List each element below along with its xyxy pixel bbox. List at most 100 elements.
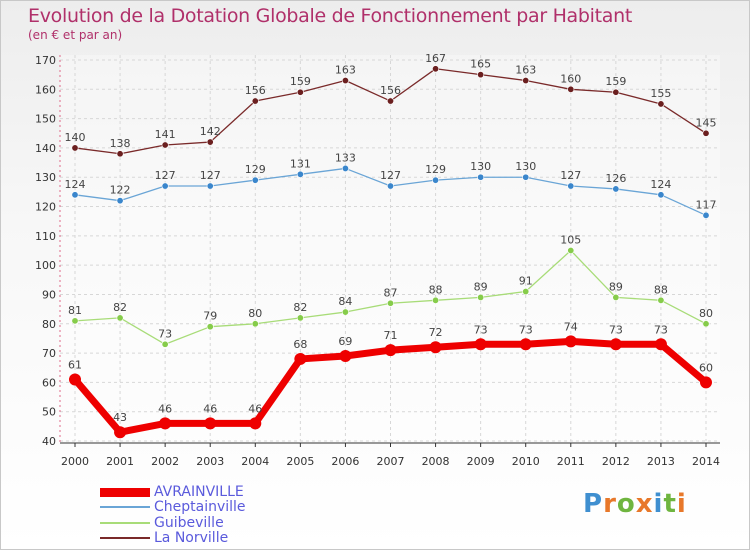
data-label: 61 bbox=[68, 358, 82, 371]
y-tick-label: 130 bbox=[35, 171, 56, 184]
x-tick-label: 2014 bbox=[692, 455, 720, 468]
data-point bbox=[206, 138, 214, 146]
data-label: 69 bbox=[338, 335, 352, 348]
data-label: 130 bbox=[515, 160, 536, 173]
logo-letter: i bbox=[653, 489, 664, 519]
data-point bbox=[429, 341, 442, 354]
y-tick-label: 160 bbox=[35, 83, 56, 96]
logo-letter: P bbox=[583, 489, 604, 519]
data-label: 129 bbox=[425, 163, 446, 176]
data-point bbox=[384, 344, 397, 357]
chart-subtitle: (en € et par an) bbox=[28, 28, 123, 42]
data-point bbox=[519, 338, 532, 351]
legend-swatch-avrainville bbox=[100, 488, 150, 497]
data-label: 73 bbox=[654, 323, 668, 336]
data-label: 89 bbox=[609, 280, 623, 293]
logo-letter: i bbox=[676, 489, 687, 519]
data-label: 80 bbox=[699, 307, 713, 320]
data-label: 159 bbox=[605, 75, 626, 88]
x-tick-label: 2009 bbox=[467, 455, 495, 468]
data-point bbox=[654, 338, 667, 351]
data-label: 156 bbox=[245, 84, 266, 97]
x-tick-label: 2013 bbox=[647, 455, 675, 468]
data-label: 124 bbox=[65, 178, 86, 191]
x-tick-label: 2003 bbox=[196, 455, 224, 468]
data-point bbox=[251, 176, 259, 184]
x-tick-label: 2007 bbox=[377, 455, 405, 468]
legend-swatch-la-norville bbox=[100, 537, 150, 539]
data-label: 140 bbox=[65, 131, 86, 144]
data-label: 87 bbox=[384, 286, 398, 299]
data-point bbox=[116, 314, 124, 322]
logo-letter: o bbox=[616, 489, 636, 519]
x-tick-label: 2002 bbox=[151, 455, 179, 468]
data-label: 72 bbox=[429, 326, 443, 339]
data-label: 82 bbox=[293, 301, 307, 314]
logo-letter: x bbox=[635, 489, 654, 519]
data-point bbox=[702, 129, 710, 137]
data-label: 127 bbox=[380, 169, 401, 182]
data-label: 82 bbox=[113, 301, 127, 314]
data-label: 71 bbox=[384, 329, 398, 342]
x-tick-label: 2001 bbox=[106, 455, 134, 468]
data-point bbox=[386, 299, 394, 307]
x-tick-label: 2004 bbox=[241, 455, 269, 468]
data-point bbox=[702, 320, 710, 328]
data-point bbox=[116, 150, 124, 158]
data-label: 155 bbox=[650, 87, 671, 100]
x-tick-label: 2000 bbox=[61, 455, 89, 468]
y-tick-label: 150 bbox=[35, 113, 56, 126]
data-label: 156 bbox=[380, 84, 401, 97]
data-label: 127 bbox=[155, 169, 176, 182]
y-tick-label: 40 bbox=[42, 435, 56, 448]
data-point bbox=[567, 247, 575, 255]
x-tick-label: 2012 bbox=[602, 455, 630, 468]
data-point bbox=[296, 88, 304, 96]
x-tick-label: 2008 bbox=[422, 455, 450, 468]
data-label: 91 bbox=[519, 275, 533, 288]
data-label: 126 bbox=[605, 172, 626, 185]
data-label: 163 bbox=[515, 64, 536, 77]
data-label: 105 bbox=[560, 234, 581, 247]
data-point bbox=[657, 296, 665, 304]
y-tick-label: 170 bbox=[35, 54, 56, 67]
data-point bbox=[249, 417, 262, 430]
data-label: 145 bbox=[696, 116, 717, 129]
data-label: 46 bbox=[203, 402, 217, 415]
data-label: 84 bbox=[338, 295, 352, 308]
data-label: 160 bbox=[560, 72, 581, 85]
data-label: 88 bbox=[429, 283, 443, 296]
data-point bbox=[69, 373, 81, 386]
legend-label-cheptainville: Cheptainville bbox=[154, 499, 246, 515]
data-point bbox=[702, 211, 710, 219]
data-point bbox=[522, 173, 530, 181]
logo-letter: t bbox=[663, 489, 677, 519]
data-point bbox=[296, 314, 304, 322]
data-point bbox=[657, 100, 665, 108]
data-label: 133 bbox=[335, 151, 356, 164]
data-point bbox=[341, 308, 349, 316]
data-label: 80 bbox=[248, 307, 262, 320]
data-point bbox=[522, 288, 530, 296]
data-point bbox=[71, 144, 79, 152]
legend-label-avrainville: AVRAINVILLE bbox=[154, 484, 244, 500]
data-label: 46 bbox=[158, 402, 172, 415]
data-point bbox=[522, 77, 530, 85]
data-label: 88 bbox=[654, 283, 668, 296]
data-label: 117 bbox=[696, 198, 717, 211]
data-point bbox=[71, 191, 79, 199]
x-tick-label: 2005 bbox=[286, 455, 314, 468]
data-point bbox=[612, 88, 620, 96]
data-label: 127 bbox=[560, 169, 581, 182]
y-tick-label: 120 bbox=[35, 201, 56, 214]
data-point bbox=[567, 85, 575, 93]
legend-swatch-guibeville bbox=[100, 522, 150, 524]
data-label: 74 bbox=[564, 320, 578, 333]
data-label: 124 bbox=[650, 178, 671, 191]
data-point bbox=[116, 197, 124, 205]
y-tick-label: 90 bbox=[42, 288, 56, 301]
logo-letter: r bbox=[603, 489, 617, 519]
y-tick-label: 80 bbox=[42, 318, 56, 331]
